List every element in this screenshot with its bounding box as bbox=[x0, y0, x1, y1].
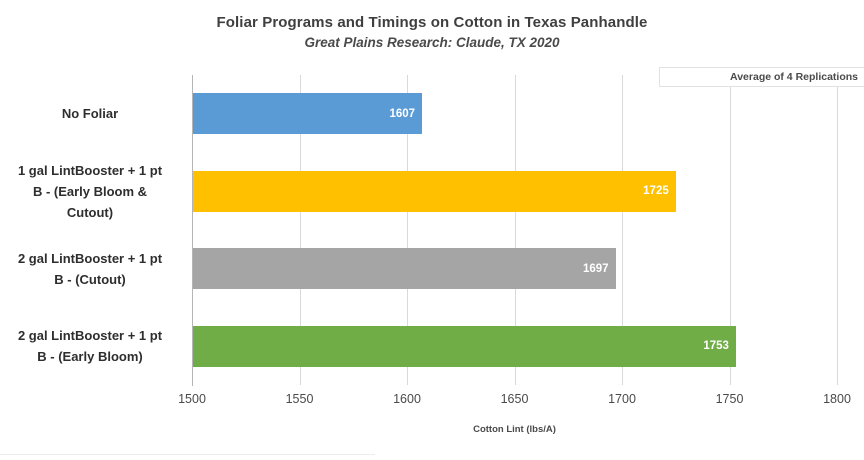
bar-row: 1697 bbox=[192, 248, 837, 290]
category-label-line: B - (Cutout) bbox=[54, 271, 126, 287]
bar-value-label-1: 1607 bbox=[389, 107, 416, 120]
bar-1[interactable]: 1607 bbox=[192, 93, 423, 135]
x-tick-1600: 1600 bbox=[393, 392, 421, 406]
footer-divider bbox=[0, 454, 375, 455]
bar-row: 1607 bbox=[192, 93, 837, 135]
legend-entry-average-of-4-replications: Average of 4 Replications bbox=[730, 71, 858, 83]
category-label-line: 2 gal LintBooster + 1 pt bbox=[17, 250, 163, 266]
category-label-line: B - (Early Bloom) bbox=[37, 349, 143, 365]
bar-value-label-3: 1697 bbox=[582, 262, 609, 275]
bar-2[interactable]: 1725 bbox=[192, 170, 676, 212]
x-tick-1750: 1750 bbox=[715, 392, 744, 406]
bar-row: 1725 bbox=[192, 170, 837, 212]
bar-3[interactable]: 1697 bbox=[192, 248, 616, 290]
gridline-1600 bbox=[407, 75, 408, 385]
gridline-1800 bbox=[837, 75, 838, 385]
category-label-line: No Foliar bbox=[61, 106, 119, 122]
bar-value-label-2: 1725 bbox=[643, 185, 669, 198]
chart-subtitle: Great Plains Research: Claude, TX 2020 bbox=[304, 35, 560, 50]
category-label-4: 2 gal LintBooster + 1 pt B - (Early Bloom… bbox=[0, 325, 185, 367]
bar-4[interactable]: 1753 bbox=[192, 325, 736, 367]
category-label-line: Cutout) bbox=[66, 204, 114, 220]
category-label-3: 2 gal LintBooster + 1 pt B - (Cutout) bbox=[0, 248, 185, 290]
chart-title: Foliar Programs and Timings on Cotton in… bbox=[216, 14, 648, 31]
bar-value-label-4: 1753 bbox=[703, 340, 729, 353]
bar-row: 1753 bbox=[192, 325, 837, 367]
gridline-1550 bbox=[299, 75, 301, 385]
x-tick-1650: 1650 bbox=[500, 392, 529, 406]
x-tick-1550: 1550 bbox=[285, 392, 314, 406]
category-label-1: No Foliar bbox=[0, 103, 185, 124]
gridline-1750 bbox=[729, 75, 731, 385]
x-tick-1800: 1800 bbox=[823, 392, 851, 406]
x-axis-title: Cotton Lint (lbs/A) bbox=[473, 424, 556, 435]
category-label-line: 2 gal LintBooster + 1 pt bbox=[17, 328, 163, 344]
chart-title-block: Foliar Programs and Timings on Cotton in… bbox=[0, 14, 864, 51]
x-tick-1700: 1700 bbox=[608, 392, 636, 406]
gridline-1650 bbox=[514, 75, 516, 385]
legend[interactable]: Average of 4 Replications bbox=[659, 67, 864, 87]
category-label-line: B - (Early Bloom & bbox=[32, 183, 148, 199]
x-tick-1500: 1500 bbox=[178, 392, 206, 406]
category-label-2: 1 gal LintBooster + 1 pt B - (Early Bloom… bbox=[0, 160, 185, 223]
category-label-line: 1 gal LintBooster + 1 pt bbox=[17, 162, 163, 178]
plot-area: 1607 1725 1697 1753 bbox=[192, 75, 838, 385]
gridline-1700 bbox=[622, 75, 623, 385]
value-axis-line bbox=[192, 75, 193, 386]
